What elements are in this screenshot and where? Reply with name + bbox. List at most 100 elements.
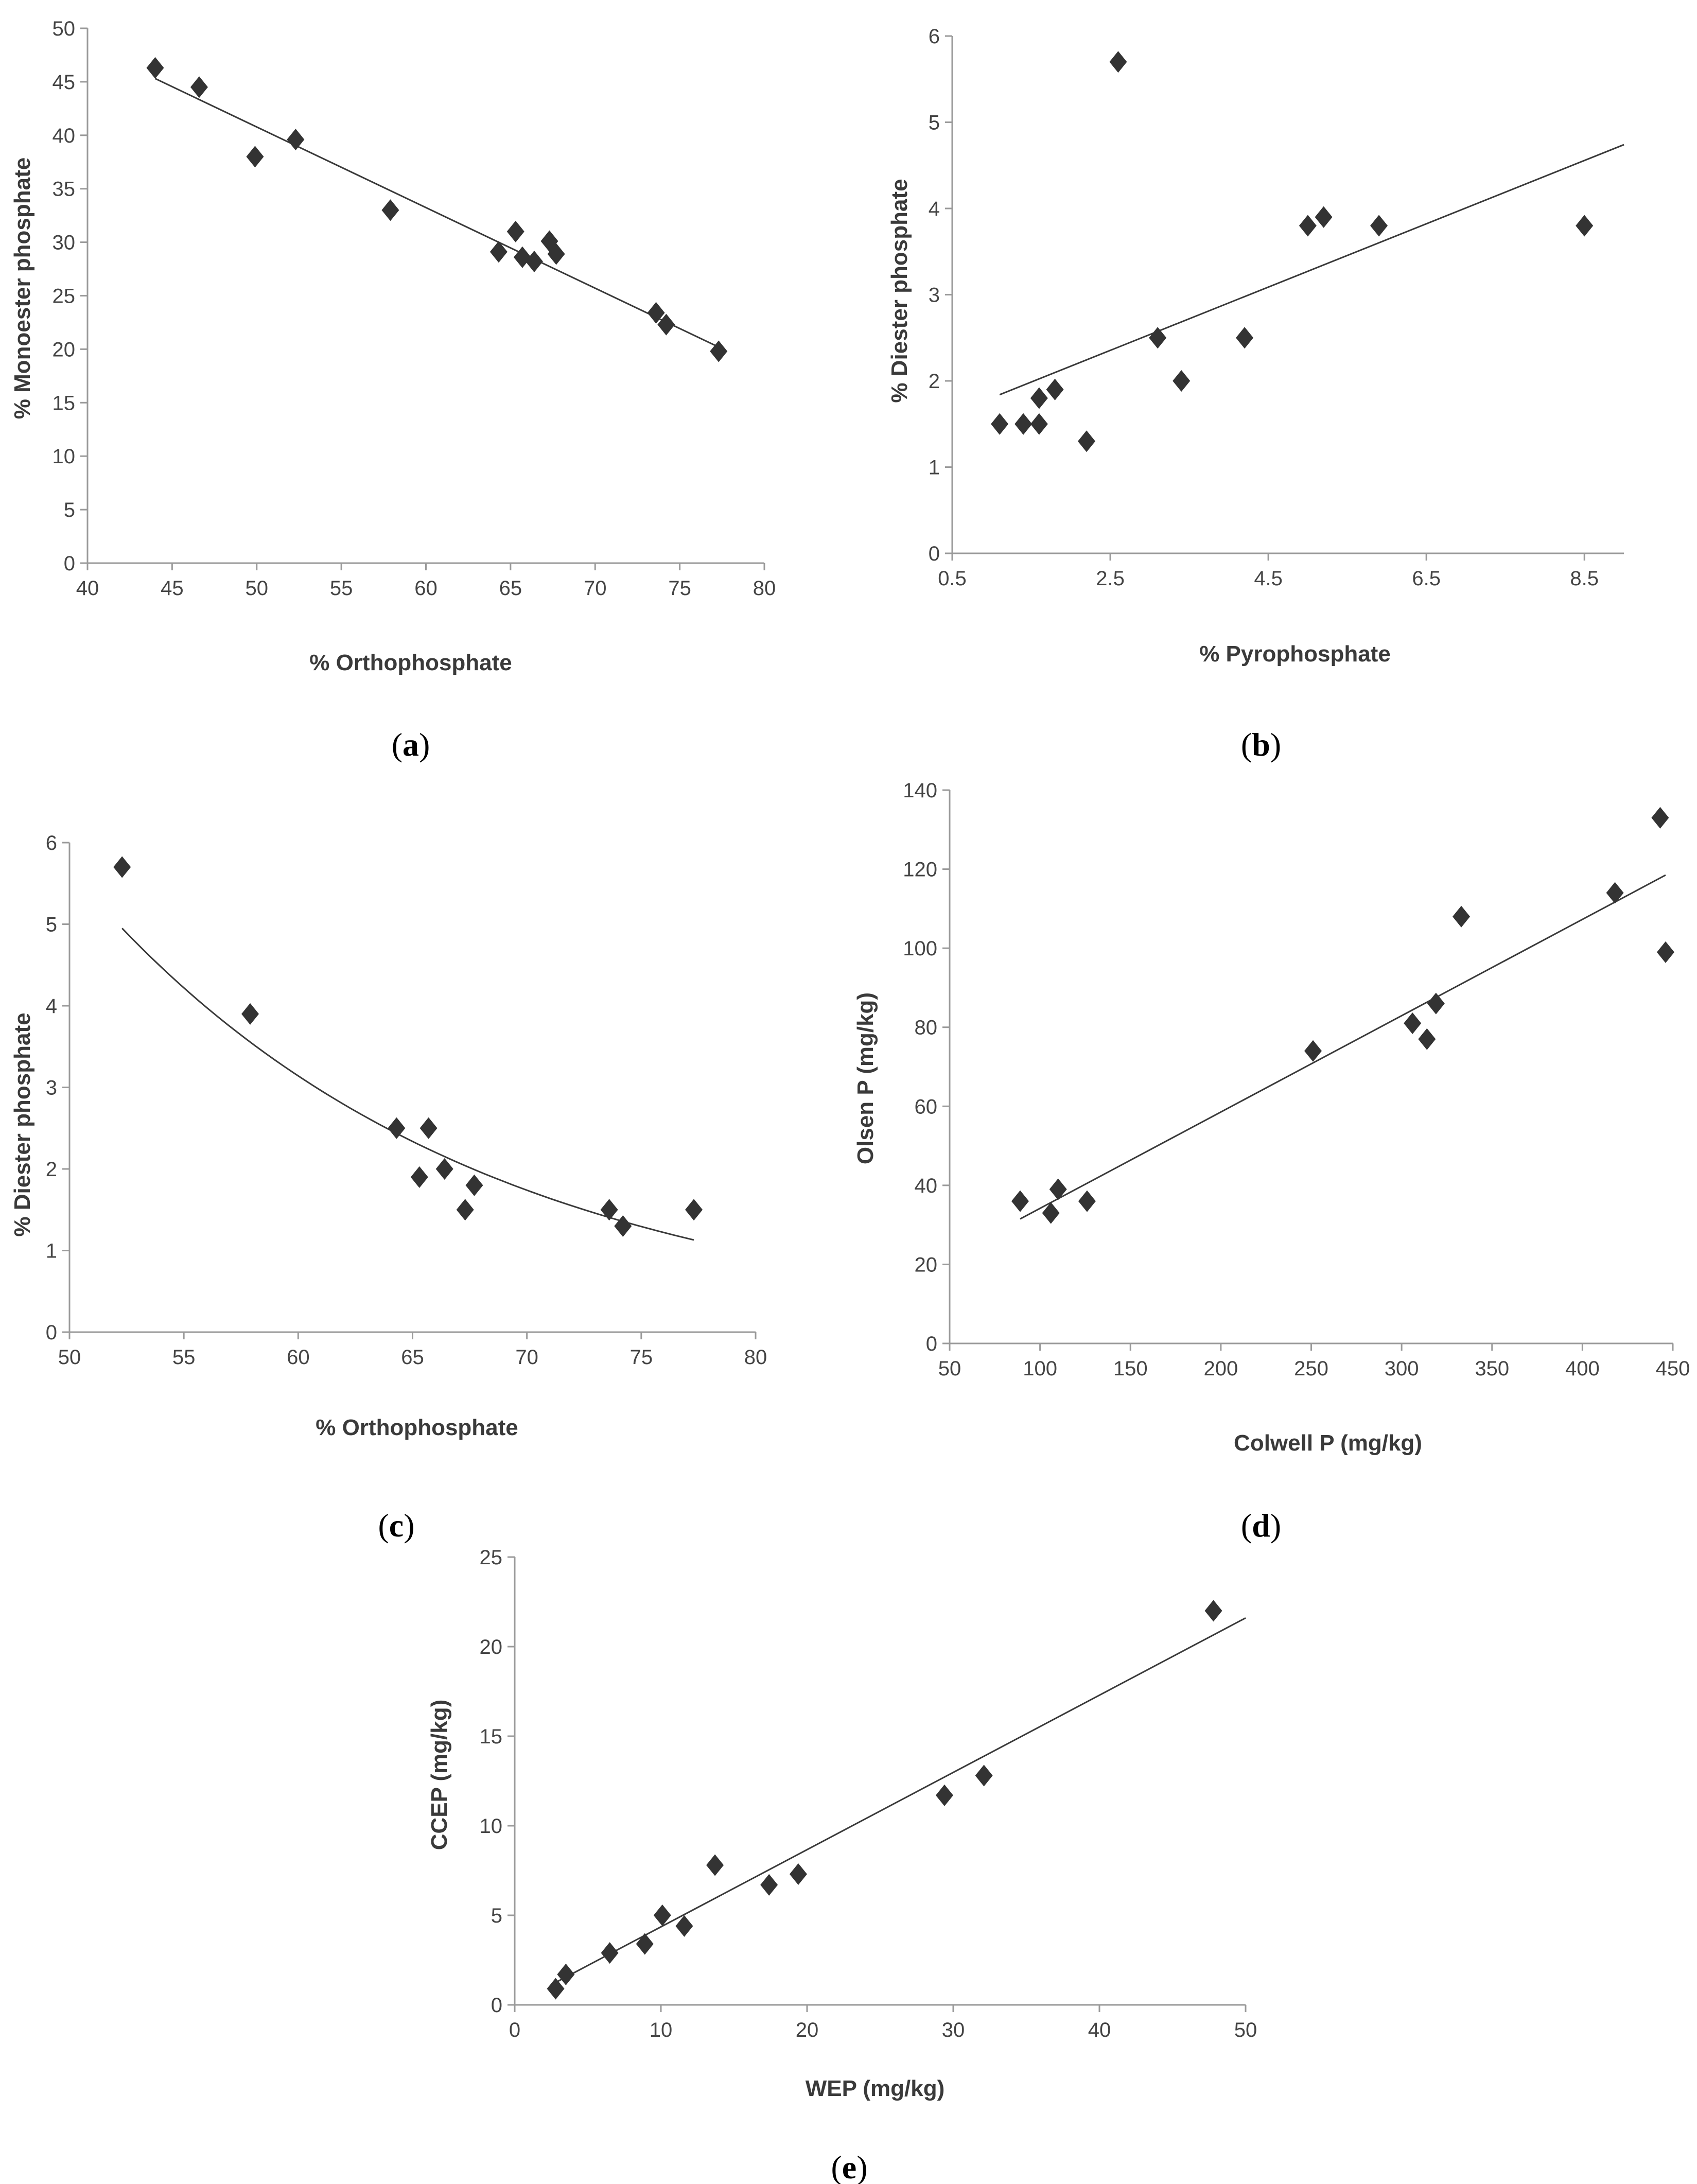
panel-b-data-point	[991, 413, 1009, 435]
panel-c-caption-label: (c)	[378, 1507, 414, 1544]
panel-c-data-point	[410, 1166, 428, 1188]
panel-a-data-point	[657, 313, 675, 336]
panel-d-data-point	[1453, 905, 1471, 928]
panel-d-x-tick-label: 50	[938, 1357, 961, 1380]
panel-e-x-tick-label: 20	[796, 2019, 819, 2041]
panel-e-y-tick-label: 10	[480, 1815, 503, 1838]
panel-b-data-point	[1030, 387, 1048, 409]
panel-b-data-point	[1030, 413, 1048, 435]
panel-d-trendline	[1020, 874, 1666, 1220]
panel-c-y-tick-label: 4	[46, 995, 57, 1018]
panel-d-caption-letter: d	[1252, 1507, 1270, 1544]
panel-b-y-tick-label: 5	[929, 112, 940, 134]
panel-d-data-point	[1078, 1190, 1096, 1212]
panel-b-y-tick-label: 0	[929, 543, 940, 565]
panel-b-data-point	[1173, 370, 1191, 392]
panel-c-data-point	[435, 1158, 453, 1180]
panel-b-x-tick-label: 2.5	[1096, 567, 1125, 590]
panel-e-x-tick-label: 30	[942, 2019, 965, 2041]
panel-c-y-axis-title: % Diester phosphate	[10, 1012, 35, 1236]
panel-b-trendline	[999, 144, 1624, 396]
panel-a-y-tick-label: 35	[53, 178, 76, 201]
panel-b-caption-label: (b)	[1241, 726, 1281, 763]
panel-a-y-tick-label: 10	[53, 445, 76, 468]
panel-a-data-point	[489, 241, 508, 263]
panel-c-y-tick-label: 0	[46, 1321, 57, 1344]
panel-e-data-point	[935, 1784, 953, 1806]
panel-c-trendline	[121, 928, 694, 1241]
panel-d-x-tick-label: 450	[1656, 1357, 1690, 1380]
panel-e-x-axis-title: WEP (mg/kg)	[806, 2076, 945, 2101]
panel-d-data-point	[1404, 1012, 1422, 1035]
panel-b-data-point	[1149, 327, 1167, 349]
panel-c-data-point	[614, 1215, 632, 1237]
panel-b-caption-letter: b	[1252, 726, 1270, 763]
panel-b-y-axis-title: % Diester phosphate	[887, 179, 912, 403]
panel-c-data-point	[113, 856, 131, 878]
panel-d-x-axis-title: Colwell P (mg/kg)	[1234, 1430, 1422, 1456]
panel-e-data-point	[760, 1874, 778, 1896]
panel-c-y-tick-label: 1	[46, 1240, 57, 1263]
panel-a-data-point	[506, 220, 524, 242]
panel-c-y-tick-label: 2	[46, 1158, 57, 1181]
panel-d-data-point	[1042, 1202, 1060, 1224]
panel-e-data-point	[975, 1764, 993, 1787]
panel-a-x-tick-label: 60	[414, 577, 438, 600]
panel-a-y-tick-label: 25	[53, 285, 76, 308]
panel-e-data-point	[789, 1863, 807, 1885]
panel-d-data-point	[1656, 941, 1674, 963]
panel-d-data-point	[1304, 1040, 1322, 1062]
panel-a-y-tick-label: 5	[64, 499, 75, 521]
panel-c-data-point	[600, 1199, 618, 1221]
panel-c-data-point	[241, 1003, 259, 1025]
panel-e-caption-label: (e)	[831, 2149, 867, 2184]
panel-b-x-tick-label: 6.5	[1412, 567, 1441, 590]
panel-c-y-tick-label: 3	[46, 1077, 57, 1099]
panel-e-data-point	[601, 1942, 619, 1964]
panel-c-data-point	[419, 1117, 438, 1139]
panel-b-data-point	[1078, 430, 1095, 452]
panel-a-y-tick-label: 15	[53, 392, 76, 414]
panel-e-y-axis-title: CCEP (mg/kg)	[427, 1700, 452, 1850]
panel-e-data-point	[547, 1978, 565, 2000]
panel-a-data-point	[547, 243, 565, 265]
panel-d-x-tick-label: 400	[1565, 1357, 1600, 1380]
panel-e-y-tick-label: 25	[480, 1546, 503, 1569]
panel-b-y-tick-label: 3	[929, 284, 940, 307]
panel-d-y-tick-label: 60	[915, 1095, 938, 1118]
panel-c-data-point	[388, 1117, 406, 1139]
panel-c-y-tick-label: 6	[46, 832, 57, 854]
panel-e-y-tick-label: 15	[480, 1725, 503, 1748]
panel-d-x-tick-label: 200	[1204, 1357, 1238, 1380]
panel-b-data-point	[1370, 215, 1388, 237]
panel-d-data-point	[1651, 807, 1669, 829]
panel-d-x-tick-label: 250	[1294, 1357, 1328, 1380]
panel-c-caption-letter: c	[389, 1507, 404, 1544]
panel-e-y-tick-label: 5	[491, 1905, 502, 1927]
panel-a-caption-letter: a	[403, 726, 419, 763]
panel-a-y-tick-label: 0	[64, 552, 75, 575]
panel-e-x-tick-label: 10	[650, 2019, 673, 2041]
panel-b-y-tick-label: 4	[929, 198, 940, 220]
panel-c-y-tick-label: 5	[46, 914, 57, 936]
panel-d-y-tick-label: 100	[903, 937, 937, 960]
panel-a-data-point	[190, 76, 208, 98]
panel-b-x-tick-label: 8.5	[1570, 567, 1599, 590]
panel-e-x-tick-label: 50	[1234, 2019, 1257, 2041]
panel-a-x-tick-label: 40	[76, 577, 99, 600]
panel-c-x-tick-label: 70	[515, 1346, 538, 1369]
panel-d-y-tick-label: 120	[903, 859, 937, 881]
panel-e-data-point	[636, 1933, 654, 1955]
panel-b-data-point	[1014, 413, 1033, 435]
panel-a-x-tick-label: 70	[584, 577, 607, 600]
panel-a-x-tick-label: 55	[330, 577, 353, 600]
panel-c-x-axis-title: % Orthophosphate	[316, 1415, 518, 1440]
panel-a-y-axis-title: % Monoester phosphate	[10, 158, 35, 420]
panel-b-data-point	[1046, 378, 1064, 400]
panel-b-x-tick-label: 4.5	[1254, 567, 1283, 590]
panel-e-scatter-chart: WEP (mg/kg) CCEP (mg/kg) (e) 0 10 20 30 40 50…	[427, 1546, 1257, 2184]
panel-d-data-point	[1011, 1190, 1029, 1212]
panel-d-y-tick-label: 0	[926, 1333, 937, 1355]
panel-b-x-tick-label: 0.5	[938, 567, 967, 590]
